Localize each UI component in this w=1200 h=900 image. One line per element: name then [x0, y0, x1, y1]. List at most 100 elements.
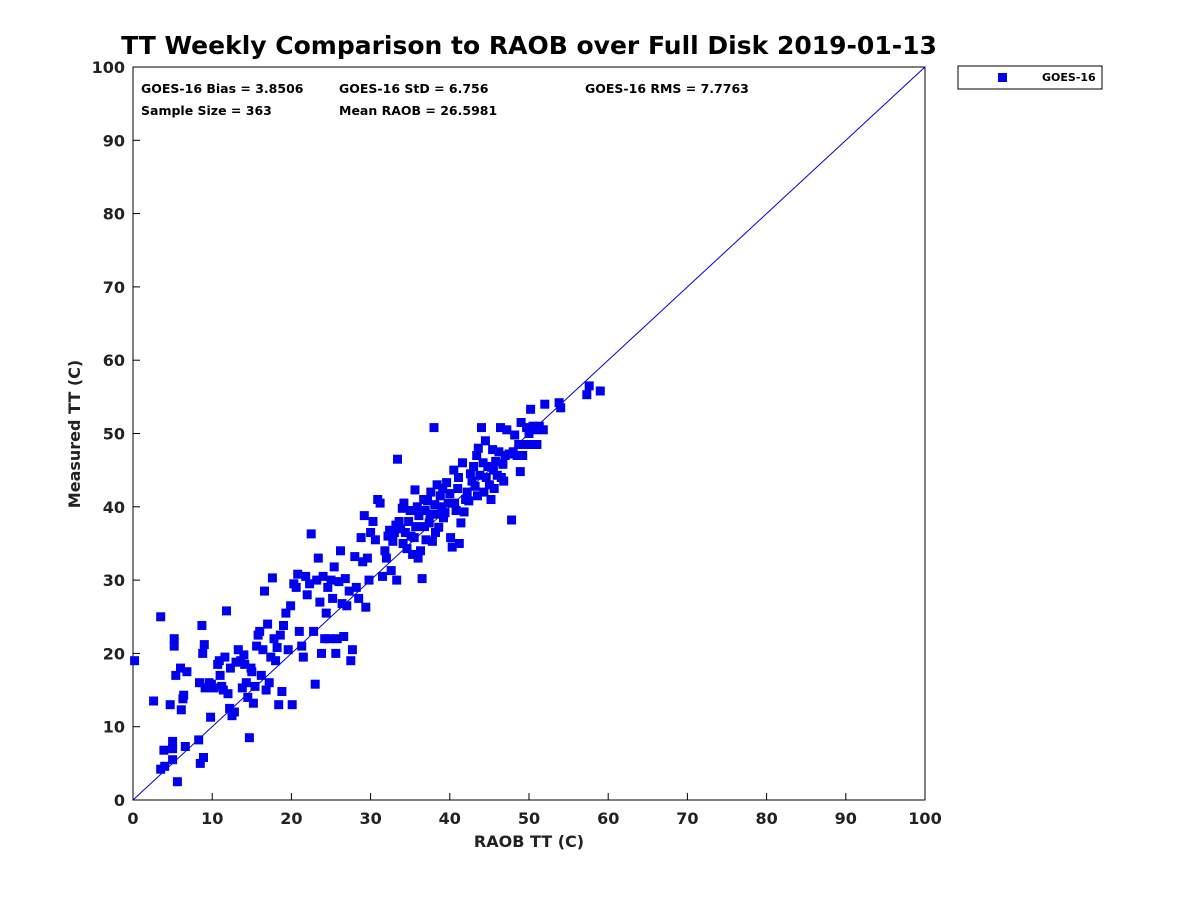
data-point [411, 522, 421, 532]
data-point [286, 601, 296, 611]
data-point [310, 679, 320, 689]
data-point [451, 506, 461, 515]
data-point [388, 536, 398, 546]
data-point [383, 531, 393, 541]
data-point [359, 511, 369, 521]
data-point [194, 735, 204, 745]
data-point [433, 509, 443, 519]
data-point [502, 425, 512, 435]
data-point [364, 575, 374, 585]
data-point [368, 517, 378, 526]
data-point [264, 678, 274, 688]
data-point [389, 528, 399, 537]
data-point [439, 513, 448, 523]
data-point [453, 484, 463, 493]
data-point [427, 536, 437, 546]
y-tick-label: 20 [103, 644, 125, 663]
data-point [361, 602, 371, 612]
data-point [420, 522, 429, 532]
data-point [168, 744, 178, 754]
data-point [483, 462, 493, 471]
data-point [410, 485, 420, 495]
data-point [524, 429, 534, 438]
data-point [494, 447, 504, 457]
data-point [350, 552, 360, 562]
data-point [404, 517, 414, 526]
data-point [215, 670, 225, 680]
data-point [454, 539, 464, 548]
data-point [399, 498, 409, 508]
data-point [475, 470, 485, 480]
data-point [443, 498, 453, 508]
data-point [380, 546, 390, 556]
data-point [398, 539, 408, 548]
x-tick-label: 80 [755, 809, 777, 828]
y-tick-label: 50 [103, 425, 125, 444]
data-point [472, 451, 482, 460]
data-point [261, 685, 271, 695]
data-point [356, 533, 366, 543]
data-point [336, 546, 345, 556]
data-point [195, 678, 204, 688]
data-point [271, 656, 281, 666]
data-point [301, 571, 311, 581]
data-point [200, 683, 210, 693]
data-point [176, 705, 186, 715]
data-point [260, 586, 269, 596]
data-point [180, 742, 190, 751]
data-point [233, 645, 243, 655]
data-point [272, 643, 282, 652]
data-point [317, 648, 326, 658]
data-point [435, 491, 445, 501]
data-point [149, 696, 159, 706]
data-point [554, 398, 564, 408]
data-point [488, 465, 498, 475]
x-axis-label: RAOB TT (C) [474, 832, 584, 851]
data-point [459, 507, 469, 517]
stat-sample-size: Sample Size = 363 [141, 103, 272, 118]
data-point [538, 425, 548, 435]
stat-rms: GOES-16 RMS = 7.7763 [585, 81, 749, 96]
data-point [409, 533, 419, 543]
data-point [484, 480, 494, 490]
data-point [486, 495, 496, 504]
data-point [394, 517, 404, 526]
data-point [366, 528, 376, 537]
data-point [358, 557, 368, 567]
data-point [488, 445, 498, 455]
data-point [258, 645, 268, 655]
x-tick-label: 90 [835, 809, 857, 828]
data-point [467, 476, 477, 486]
data-point [252, 641, 262, 651]
data-point [414, 511, 424, 521]
data-point [302, 590, 312, 600]
data-point [477, 423, 486, 433]
y-tick-label: 60 [103, 351, 125, 370]
data-point [240, 659, 250, 669]
data-point [324, 634, 334, 644]
y-tick-label: 10 [103, 718, 125, 737]
data-point [318, 571, 328, 581]
data-point [381, 553, 391, 563]
data-point [255, 626, 265, 636]
data-point [393, 454, 402, 464]
x-tick-label: 60 [597, 809, 619, 828]
data-point [423, 496, 433, 506]
data-point [469, 462, 479, 471]
data-point [263, 619, 273, 629]
data-point [438, 484, 448, 493]
data-point [400, 528, 410, 537]
data-point [396, 524, 406, 534]
data-point [309, 626, 319, 636]
x-tick-label: 70 [676, 809, 698, 828]
data-point [386, 566, 396, 576]
data-point [491, 456, 501, 466]
data-point [478, 458, 488, 468]
data-point [458, 458, 467, 468]
data-point [454, 473, 463, 482]
data-point [266, 652, 276, 662]
data-point [481, 473, 491, 482]
data-point [313, 553, 323, 563]
data-point [473, 491, 482, 501]
